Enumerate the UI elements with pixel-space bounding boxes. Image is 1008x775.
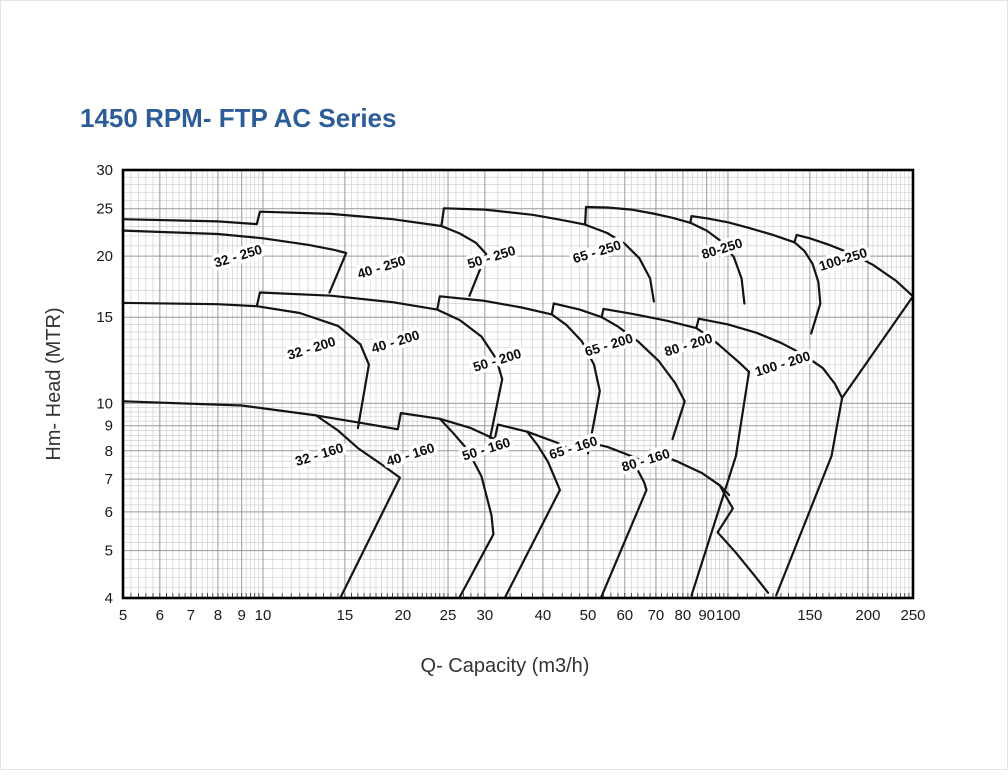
y-tick-label: 5 (105, 543, 113, 560)
chart-title: 1450 RPM- FTP AC Series (80, 103, 396, 133)
y-tick-label: 15 (96, 309, 113, 326)
y-tick-label: 7 (105, 471, 113, 488)
y-tick-label: 8 (105, 443, 113, 460)
curve-env-32-160 (314, 414, 401, 598)
x-axis-title: Q- Capacity (m3/h) (421, 655, 590, 677)
curve-env-80-160 (716, 484, 770, 594)
x-tick-label: 90 (698, 607, 715, 624)
curve-env-65-200 (600, 316, 686, 441)
x-tick-label: 150 (797, 607, 822, 624)
region-label: 80 - 160 (620, 446, 672, 475)
region-label: 50 - 200 (471, 346, 523, 375)
y-tick-label: 20 (96, 248, 113, 265)
curve-env-80-200 (690, 327, 751, 597)
curve-top-250-stepped (121, 205, 915, 298)
x-tick-label: 10 (255, 607, 272, 624)
curve-env-40-200 (436, 308, 504, 439)
x-tick-label: 200 (855, 607, 880, 624)
x-tick-label: 25 (440, 607, 457, 624)
curve-env-80-250 (793, 241, 822, 335)
x-tick-label: 15 (337, 607, 354, 624)
y-tick-label: 10 (96, 395, 113, 412)
region-label: 50 - 160 (460, 435, 512, 464)
region-label: 32 - 200 (286, 334, 338, 363)
curve-env-50-200 (550, 313, 601, 455)
x-tick-label: 5 (119, 607, 127, 624)
y-tick-label: 9 (105, 418, 113, 435)
region-label: 65 - 250 (571, 237, 623, 266)
region-label: 65 - 200 (583, 331, 635, 360)
x-tick-label: 250 (900, 607, 925, 624)
y-tick-label: 30 (96, 162, 113, 179)
curve-top-200-stepped (121, 291, 844, 399)
curve-env-32-200 (255, 305, 370, 430)
plot-frame (121, 168, 915, 600)
y-tick-label: 25 (96, 201, 113, 218)
x-tick-label: 70 (648, 607, 665, 624)
curve-env-100-200-right (775, 396, 844, 597)
x-tick-label: 6 (156, 607, 164, 624)
x-tick-label: 30 (476, 607, 493, 624)
y-tick-label: 6 (105, 504, 113, 521)
curve-env-40-160 (438, 417, 495, 598)
region-label: 65 - 160 (547, 433, 599, 462)
curve-top-160-stepped (121, 400, 731, 496)
curve-env-32-250 (121, 229, 348, 294)
x-tick-label: 60 (616, 607, 633, 624)
x-tick-label: 20 (395, 607, 412, 624)
y-axis-title: Hm- Head (MTR) (43, 307, 65, 460)
y-tick-label: 4 (105, 590, 113, 607)
curve-env-40-250 (440, 224, 488, 297)
region-label: 100 - 200 (753, 348, 812, 379)
x-tick-label: 80 (675, 607, 692, 624)
curve-env-50-250 (584, 223, 655, 303)
curve-env-50-160 (504, 430, 561, 598)
curve-env-65-250 (689, 221, 746, 305)
region-label: 32 - 160 (293, 440, 345, 469)
x-tick-label: 7 (187, 607, 195, 624)
x-tick-label: 8 (214, 607, 222, 624)
curve-env-65-160 (600, 455, 648, 598)
x-tick-label: 50 (580, 607, 597, 624)
x-tick-label: 40 (535, 607, 552, 624)
x-tick-label: 9 (238, 607, 246, 624)
x-tick-label: 100 (715, 607, 740, 624)
curve-env-100-250-right (841, 295, 915, 399)
